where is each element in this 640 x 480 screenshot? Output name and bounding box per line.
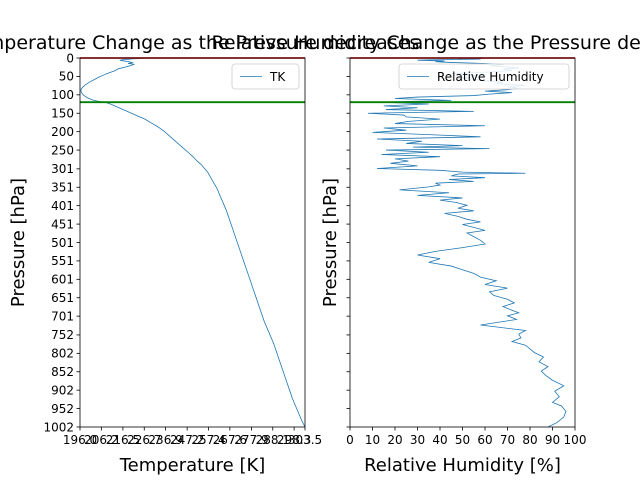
temperature-ytick-label: 200: [51, 125, 74, 139]
humidity-xtick-label: 0: [346, 433, 354, 447]
temperature-xtick-label: 303.5: [288, 433, 322, 447]
temperature-legend-box: [231, 63, 300, 90]
temperature-xtick-label: 196.0: [63, 433, 97, 447]
temperature-ytick-label: 451: [51, 217, 74, 231]
humidity-xtick-label: 100: [564, 433, 587, 447]
temperature-ytick-label: 0: [66, 51, 74, 65]
temperature-xtick-label: 226.7: [127, 433, 161, 447]
humidity-xtick-label: 40: [432, 433, 447, 447]
humidity-chart-title: Relative Humidity Change as the Pressure…: [211, 32, 640, 54]
temperature-chart-title: Temperature Change as the Pressure decre…: [0, 32, 419, 54]
humidity-xtick-label: 10: [365, 433, 380, 447]
temperature-ytick-label: 802: [51, 347, 74, 361]
humidity-plot-background: [350, 58, 575, 427]
temperature-ytick-label: 100: [51, 88, 74, 102]
temperature-y-axis-label: Pressure [hPa]: [8, 178, 29, 307]
temperature-xtick-label: 216.5: [106, 433, 140, 447]
temperature-plot-background: [80, 58, 305, 427]
temperature-legend-label: TK: [269, 70, 286, 84]
temperature-ytick-label: 752: [51, 328, 74, 342]
temperature-xtick-label: 247.2: [170, 433, 204, 447]
temperature-xtick-label: 206.2: [84, 433, 118, 447]
temperature-ytick-label: 301: [51, 162, 74, 176]
humidity-legend: Relative Humidity: [398, 63, 570, 90]
humidity-xtick-label: 30: [410, 433, 425, 447]
humidity-xtick-label: 80: [522, 433, 537, 447]
humidity-xtick-label: 60: [477, 433, 492, 447]
temperature-ytick-label: 651: [51, 291, 74, 305]
temperature-ytick-label: 1002: [43, 420, 74, 434]
temperature-chart: 0501001502002503013514014515015516016517…: [0, 32, 419, 476]
temperature-ytick-label: 401: [51, 199, 74, 213]
temperature-ytick-label: 150: [51, 107, 74, 121]
humidity-legend-label: Relative Humidity: [437, 70, 544, 84]
temperature-ytick-label: 952: [51, 402, 74, 416]
temperature-ytick-label: 50: [59, 70, 74, 84]
humidity-y-axis-label: Pressure [hPa]: [320, 178, 341, 307]
temperature-xtick-label: 236.9: [148, 433, 182, 447]
temperature-ytick-label: 601: [51, 273, 74, 287]
temperature-ytick-label: 852: [51, 365, 74, 379]
humidity-x-axis-label: Relative Humidity [%]: [364, 455, 561, 476]
humidity-xtick-label: 70: [500, 433, 515, 447]
temperature-xtick-label: 288.1: [256, 433, 290, 447]
temperature-x-axis-label: Temperature [K]: [119, 455, 266, 476]
temperature-ytick-label: 501: [51, 236, 74, 250]
temperature-xtick-label: 298.3: [277, 433, 311, 447]
temperature-ytick-label: 250: [51, 143, 74, 157]
temperature-xtick-label: 257.4: [191, 433, 225, 447]
temperature-ytick-label: 551: [51, 254, 74, 268]
temperature-ytick-label: 902: [51, 383, 74, 397]
humidity-xtick-label: 20: [387, 433, 402, 447]
temperature-legend: TK: [231, 63, 300, 90]
temperature-xtick-label: 277.9: [234, 433, 268, 447]
humidity-xtick-label: 50: [455, 433, 470, 447]
temperature-ytick-label: 701: [51, 309, 74, 323]
humidity-legend-box: [398, 63, 570, 90]
humidity-xtick-label: 90: [545, 433, 560, 447]
temperature-series-line-0: [80, 58, 305, 427]
temperature-xtick-label: 267.6: [213, 433, 247, 447]
temperature-ytick-label: 351: [51, 181, 74, 195]
